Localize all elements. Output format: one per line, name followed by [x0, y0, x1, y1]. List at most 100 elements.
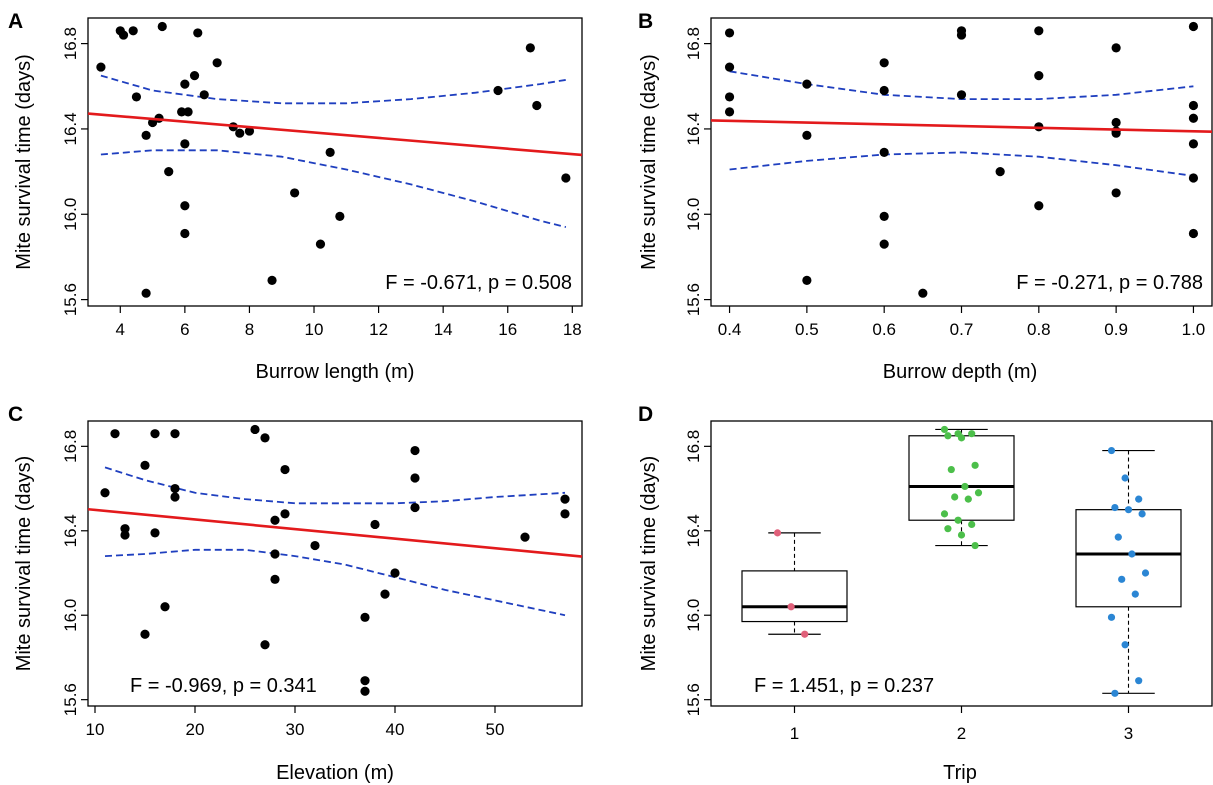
jitter-point: [944, 432, 952, 440]
jitter-point: [944, 525, 952, 533]
data-point: [199, 90, 209, 100]
data-point: [250, 424, 260, 435]
jitter-point: [940, 510, 949, 518]
data-point: [560, 494, 570, 504]
x-tick-label: 50: [486, 720, 505, 739]
y-axis-title: Mite survival time (days): [638, 456, 660, 672]
panel-a: A 15.6 16.0 16.4 16.8 4 6 8 10 12 14 16 18 Burrow len…: [8, 10, 583, 383]
x-tick-label: 20: [186, 720, 205, 739]
regression-line: [710, 119, 1213, 134]
data-point: [724, 28, 735, 38]
data-point: [1188, 173, 1199, 183]
data-point: [270, 549, 280, 559]
x-tick-label: 18: [563, 320, 582, 339]
jitter-point: [801, 630, 809, 638]
data-point: [380, 589, 390, 599]
y-tick-label: 16.0: [61, 198, 80, 231]
data-point: [390, 568, 400, 578]
jitter-point: [951, 493, 959, 501]
data-point: [918, 288, 928, 298]
data-point: [879, 58, 889, 68]
jitter-point: [968, 520, 976, 529]
data-point: [879, 211, 889, 221]
x-tick-label: 4: [116, 320, 125, 339]
data-point: [560, 509, 570, 519]
data-point: [410, 502, 420, 513]
jitter-point: [1141, 569, 1150, 577]
x-tick-label: 40: [386, 720, 405, 739]
jitter-point: [940, 425, 949, 434]
data-point: [802, 130, 812, 140]
jitter-point: [1135, 677, 1143, 685]
box-2: [908, 425, 1015, 550]
x-tick-label: 10: [86, 720, 105, 739]
data-point: [802, 79, 812, 89]
data-point: [360, 612, 370, 622]
jitter-point: [1135, 495, 1143, 503]
data-point: [270, 515, 280, 525]
data-point: [270, 574, 280, 584]
data-point: [1188, 228, 1199, 239]
jitter-point: [1121, 474, 1129, 482]
jitter-point: [1138, 510, 1146, 518]
jitter-point: [957, 531, 966, 539]
x-tick-label: 8: [245, 320, 254, 339]
box-iqr: [908, 435, 1015, 521]
data-point: [160, 602, 170, 612]
panel-letter: B: [638, 10, 653, 33]
y-tick-label: 16.8: [684, 430, 703, 463]
data-point: [267, 275, 277, 285]
jitter-point: [1121, 641, 1129, 649]
stat-annotation: F = 1.451, p = 0.237: [754, 675, 934, 697]
data-point: [141, 288, 151, 298]
y-tick-label: 16.4: [61, 514, 80, 547]
data-point: [150, 429, 160, 439]
data-point: [1111, 188, 1121, 198]
data-point: [1111, 43, 1121, 53]
x-tick-label: 12: [369, 320, 388, 339]
data-point: [1188, 139, 1199, 149]
data-point: [724, 62, 735, 72]
x-tick-label: 0.6: [872, 320, 896, 339]
panel-c: C 15.6 16.0 16.4 16.8 10 20 30 40 50 Elevation (m)…: [8, 403, 583, 784]
data-point: [170, 492, 180, 502]
data-point: [1188, 113, 1199, 123]
y-axis-title: Mite survival time (days): [13, 456, 35, 672]
jitter-point: [954, 516, 962, 524]
data-point: [180, 228, 190, 239]
panel-b: B 15.6 16.0 16.4 16.8 0.4 0.5 0.6 0.7 0.8 0.9 1.0 Bu…: [638, 10, 1213, 383]
x-tick-label: 0.7: [950, 320, 974, 339]
data-point: [260, 433, 270, 443]
data-point: [110, 429, 120, 439]
data-point: [180, 201, 190, 211]
data-point: [157, 21, 167, 32]
data-point: [189, 71, 200, 81]
data-point: [96, 62, 106, 72]
x-tick-label: 16: [498, 320, 517, 339]
stat-annotation: F = -0.271, p = 0.788: [1016, 272, 1203, 294]
regression-line: [87, 112, 583, 157]
x-tick-label: 0.4: [718, 320, 742, 339]
data-point: [1188, 100, 1199, 111]
jitter-point: [1107, 613, 1116, 621]
data-point: [183, 107, 193, 117]
panel-letter: A: [8, 10, 23, 33]
jitter-point: [1114, 533, 1122, 541]
y-tick-label: 16.0: [61, 599, 80, 632]
data-point: [879, 239, 889, 249]
jitter-point: [1131, 590, 1139, 598]
x-axis-title: Elevation (m): [276, 762, 394, 784]
data-point: [140, 460, 150, 470]
box-1: [741, 529, 848, 638]
ci-lower-line: [104, 548, 566, 617]
x-tick-label: 3: [1124, 724, 1133, 743]
jitter-point: [1111, 689, 1119, 697]
data-point: [724, 107, 735, 117]
jitter-point: [974, 489, 983, 497]
x-tick-label: 0.8: [1027, 320, 1051, 339]
ci-lower-line: [729, 151, 1194, 177]
y-tick-label: 16.4: [61, 112, 80, 145]
data-point: [100, 488, 110, 498]
data-point: [995, 167, 1005, 177]
